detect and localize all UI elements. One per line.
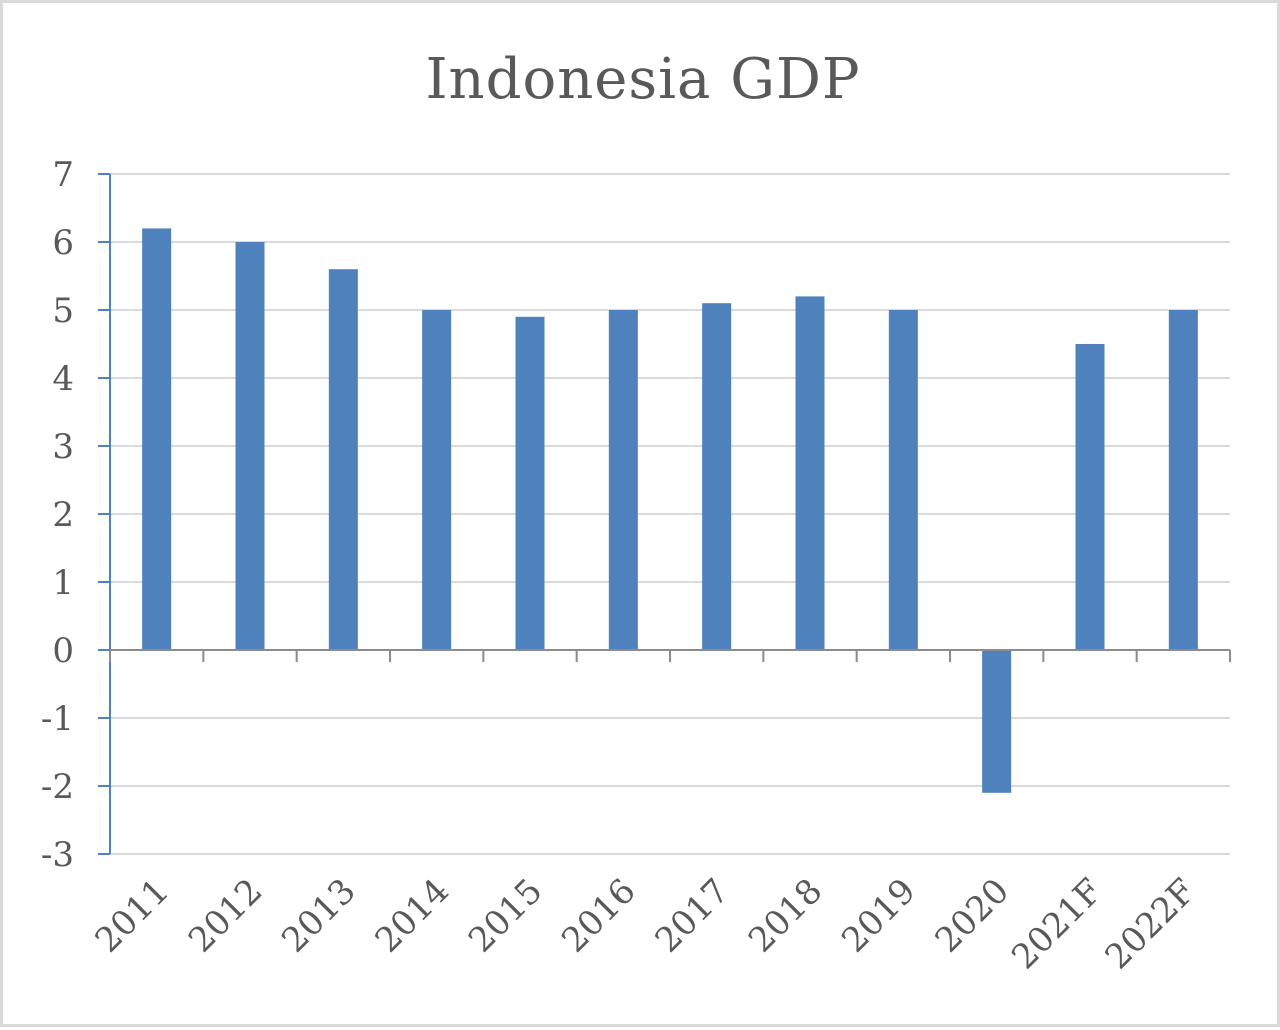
y-tick-label: 0 [52,631,74,671]
y-tick-label: 3 [52,427,74,467]
bar [608,310,638,650]
x-tick-label: 2019 [834,871,923,960]
bar [235,242,265,650]
axes [98,173,1231,855]
x-tick-label: 2017 [648,871,737,960]
y-tick-label: -3 [41,835,74,875]
y-tick-label: 6 [52,223,74,263]
bar [795,296,825,650]
bar [422,310,452,650]
bar [1075,344,1105,650]
x-tick-label: 2012 [181,871,270,960]
x-tick-label: 2018 [741,871,830,960]
x-tick-label: 2015 [461,871,550,960]
bar [328,269,358,650]
chart-title: Indonesia GDP [425,47,861,112]
y-tick-label: -1 [41,699,74,739]
x-tick-label: 2014 [368,871,457,960]
bar [142,228,172,650]
bar [515,316,545,650]
y-tick-label: 2 [52,495,74,535]
x-tick-label: 2011 [88,871,177,960]
y-tick-label: 1 [52,563,74,603]
y-tick-label: 4 [52,359,74,399]
x-tick-label: 2013 [274,871,363,960]
gridlines [110,173,1230,855]
y-tick-label: 5 [52,291,74,331]
bar [1168,310,1198,650]
y-tick-labels: 7 6 5 4 3 2 1 0 -1 -2 -3 [41,155,74,875]
bar [702,303,732,650]
bar [982,650,1012,793]
x-tick-label: 2021F [1004,871,1110,977]
bars [142,228,1198,793]
y-tick-label: -2 [41,767,74,807]
y-tick-label: 7 [52,155,74,195]
x-tick-label: 2016 [554,871,643,960]
x-tick-label: 2022F [1098,871,1204,977]
bar [888,310,918,650]
x-tick-label: 2020 [928,871,1017,960]
x-tick-labels: 2011 2012 2013 2014 2015 2016 2017 2018 2019 2020… [88,871,1204,977]
